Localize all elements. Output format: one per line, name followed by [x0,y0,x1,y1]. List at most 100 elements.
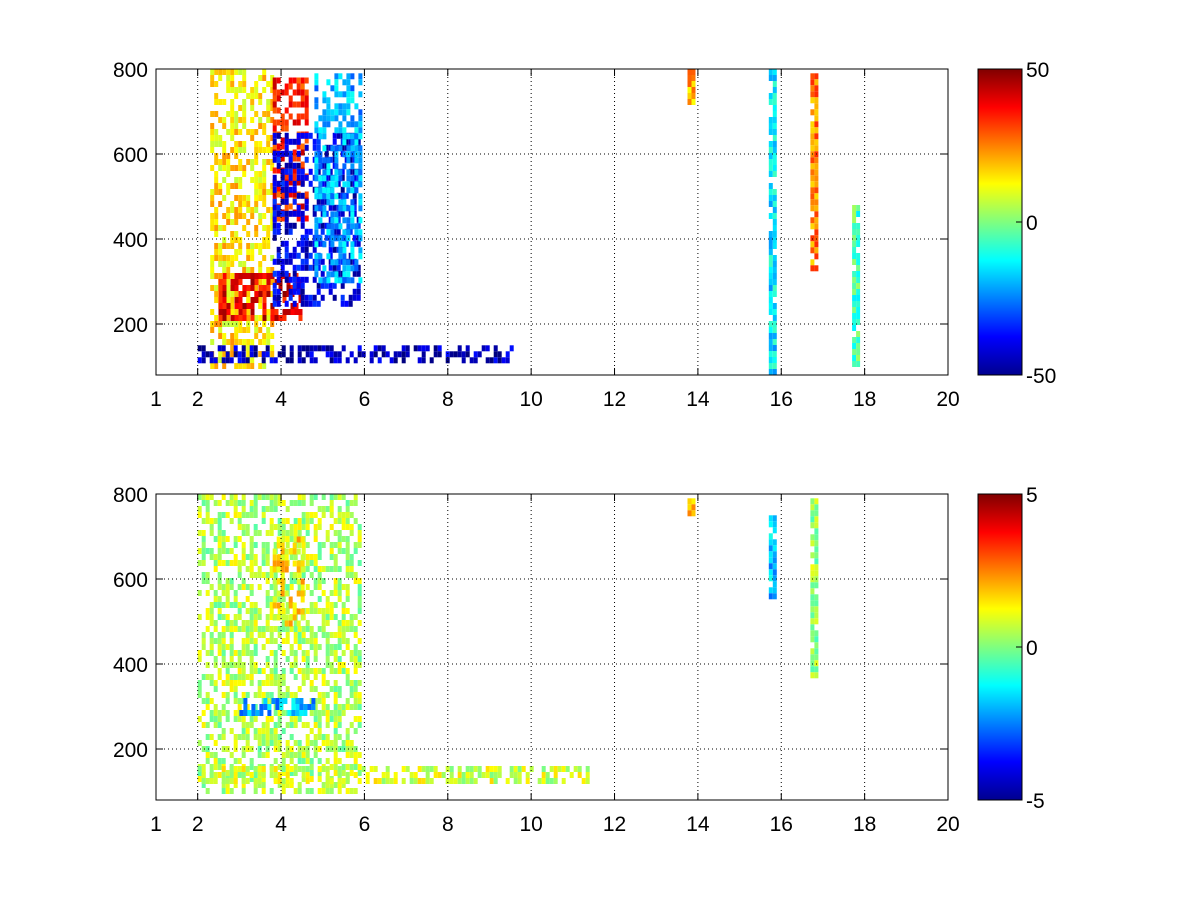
heatmap-cell [692,69,696,75]
heatmap-cell [406,351,410,357]
heatmap-cell [450,772,454,778]
heatmap-cell [306,608,310,614]
heatmap-cell [326,734,330,740]
heatmap-cell [286,542,290,548]
heatmap-cell [330,740,334,746]
heatmap-cell [266,596,270,602]
heatmap-cell [262,237,266,243]
heatmap-cell [309,265,313,271]
heatmap-panel-2: 1 2 4 6 8 10 12 14 16 18 20200400600800 50-5 [113,484,1045,836]
heatmap-cell [810,163,814,169]
heatmap-cell [238,698,242,704]
heatmap-cell [354,187,358,193]
heatmap-cell [338,584,342,590]
heatmap-cell [222,123,226,129]
heatmap-cell [250,99,254,105]
heatmap-cell [354,181,358,187]
heatmap-cell [306,662,310,668]
heatmap-cell [321,295,325,301]
heatmap-cell [285,223,289,229]
heatmap-cell [514,778,518,784]
heatmap-cell [322,614,326,620]
heatmap-cell [281,138,285,144]
heatmap-cell [814,145,818,151]
heatmap-cell [301,295,305,301]
heatmap-cell [202,772,206,778]
heatmap-cell [814,103,818,109]
heatmap-cell [246,201,250,207]
heatmap-cell [250,207,254,213]
heatmap-cell [856,253,860,259]
heatmap-cell [330,710,334,716]
heatmap-cell [354,139,358,145]
heatmap-cell [258,566,262,572]
heatmap-cell [274,722,278,728]
heatmap-cell [305,145,309,151]
heatmap-cell [214,740,218,746]
heatmap-cell [314,265,318,271]
heatmap-cell [214,93,218,99]
heatmap-cell [290,584,294,590]
heatmap-cell [314,536,318,542]
heatmap-cell [242,788,246,794]
heatmap-cell [218,548,222,554]
heatmap-cell [301,283,305,289]
heatmap-cell [250,165,254,171]
heatmap-cell [210,772,214,778]
heatmap-cell [334,73,338,79]
heatmap-cell [769,165,773,171]
heatmap-cell [354,169,358,175]
heatmap-cell [234,662,238,668]
heatmap-cell [279,315,283,321]
heatmap-cell [230,632,234,638]
heatmap-cell [314,530,318,536]
heatmap-cell [322,542,326,548]
heatmap-cell [342,181,346,187]
heatmap-cell [852,271,856,277]
heatmap-cell [358,560,362,566]
heatmap-cell [314,217,318,223]
heatmap-cell [342,638,346,644]
heatmap-cell [234,650,238,656]
heatmap-cell [692,87,696,93]
heatmap-cell [302,772,306,778]
heatmap-cell [210,81,214,87]
heatmap-cell [214,183,218,189]
heatmap-cell [297,139,301,145]
heatmap-cell [354,668,358,674]
heatmap-cell [326,506,330,512]
heatmap-cell [254,626,258,632]
heatmap-cell [242,111,246,117]
heatmap-cell [246,766,250,772]
heatmap-cell [374,351,378,357]
heatmap-cell [306,722,310,728]
heatmap-cell [769,333,773,339]
heatmap-cell [238,668,242,674]
heatmap-cell [273,567,277,573]
heatmap-cell [350,746,354,752]
heatmap-cell [773,81,777,87]
heatmap-cell [494,351,498,357]
heatmap-cell [293,271,297,277]
heatmap-cell [330,109,334,115]
heatmap-cell [358,277,362,283]
heatmap-cell [354,548,358,554]
heatmap-cell [773,369,777,375]
heatmap-cell [322,766,326,772]
heatmap-cell [214,243,218,249]
heatmap-cell [254,734,258,740]
heatmap-cell [286,778,290,784]
heatmap-cell [430,357,434,363]
heatmap-cell [346,229,350,235]
heatmap-cell [329,205,333,211]
heatmap-cell [326,644,330,650]
heatmap-cell [275,698,279,704]
heatmap-cell [214,626,218,632]
heatmap-cell [231,315,235,321]
heatmap-cell [222,766,226,772]
heatmap-cell [254,225,258,231]
heatmap-cell [322,668,326,674]
heatmap-cell [773,515,777,521]
heatmap-cell [338,710,342,716]
heatmap-cell [222,536,226,542]
